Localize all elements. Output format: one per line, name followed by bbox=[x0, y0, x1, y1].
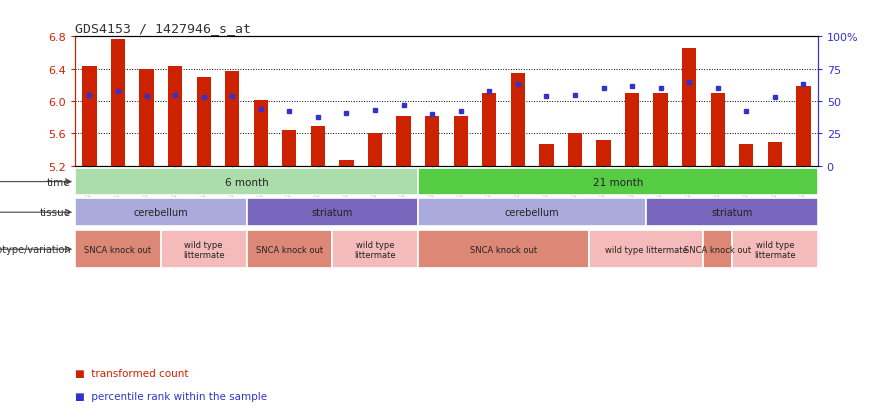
Bar bbox=[682, 49, 697, 166]
Bar bbox=[140, 70, 154, 166]
Bar bbox=[161, 230, 247, 269]
Bar bbox=[653, 94, 667, 166]
Text: wild type littermate: wild type littermate bbox=[605, 245, 688, 254]
Bar bbox=[704, 230, 732, 269]
Bar bbox=[254, 101, 268, 166]
Bar bbox=[539, 145, 553, 166]
Text: ■  transformed count: ■ transformed count bbox=[75, 368, 188, 378]
Text: ■  percentile rank within the sample: ■ percentile rank within the sample bbox=[75, 391, 267, 401]
Bar bbox=[646, 199, 818, 226]
Bar bbox=[196, 78, 210, 166]
Bar bbox=[339, 161, 354, 166]
Text: SNCA knock out: SNCA knock out bbox=[84, 245, 151, 254]
Bar bbox=[732, 230, 818, 269]
Text: 21 month: 21 month bbox=[592, 177, 643, 187]
Bar bbox=[739, 145, 753, 166]
Bar bbox=[396, 116, 411, 166]
Bar bbox=[453, 117, 468, 166]
Bar bbox=[368, 134, 382, 166]
Bar bbox=[511, 74, 525, 166]
Bar bbox=[418, 230, 590, 269]
Text: time: time bbox=[47, 177, 71, 187]
Bar bbox=[82, 67, 96, 166]
Bar bbox=[482, 94, 497, 166]
Bar bbox=[168, 67, 182, 166]
Text: GDS4153 / 1427946_s_at: GDS4153 / 1427946_s_at bbox=[75, 21, 251, 35]
Bar bbox=[767, 143, 782, 166]
Bar bbox=[425, 116, 439, 166]
Text: cerebellum: cerebellum bbox=[133, 208, 188, 218]
Text: striatum: striatum bbox=[311, 208, 353, 218]
Text: SNCA knock out: SNCA knock out bbox=[255, 245, 323, 254]
Bar bbox=[247, 230, 332, 269]
Text: cerebellum: cerebellum bbox=[505, 208, 560, 218]
Text: genotype/variation: genotype/variation bbox=[0, 244, 71, 254]
Bar bbox=[332, 230, 418, 269]
Text: striatum: striatum bbox=[712, 208, 752, 218]
Bar bbox=[225, 72, 240, 166]
Bar bbox=[590, 230, 704, 269]
Bar bbox=[418, 199, 646, 226]
Bar bbox=[796, 87, 811, 166]
Bar bbox=[311, 127, 325, 166]
Bar bbox=[75, 199, 247, 226]
Bar bbox=[282, 131, 296, 166]
Bar bbox=[110, 40, 126, 166]
Bar bbox=[418, 169, 818, 196]
Bar bbox=[625, 94, 639, 166]
Text: tissue: tissue bbox=[40, 208, 71, 218]
Text: SNCA knock out: SNCA knock out bbox=[470, 245, 537, 254]
Bar bbox=[75, 230, 161, 269]
Text: wild type
littermate: wild type littermate bbox=[183, 240, 225, 259]
Text: wild type
littermate: wild type littermate bbox=[754, 240, 796, 259]
Bar bbox=[568, 133, 582, 166]
Text: SNCA knock out: SNCA knock out bbox=[684, 245, 751, 254]
Bar bbox=[247, 199, 418, 226]
Bar bbox=[711, 94, 725, 166]
Bar bbox=[75, 169, 418, 196]
Text: wild type
littermate: wild type littermate bbox=[354, 240, 396, 259]
Text: 6 month: 6 month bbox=[225, 177, 269, 187]
Bar bbox=[597, 140, 611, 166]
